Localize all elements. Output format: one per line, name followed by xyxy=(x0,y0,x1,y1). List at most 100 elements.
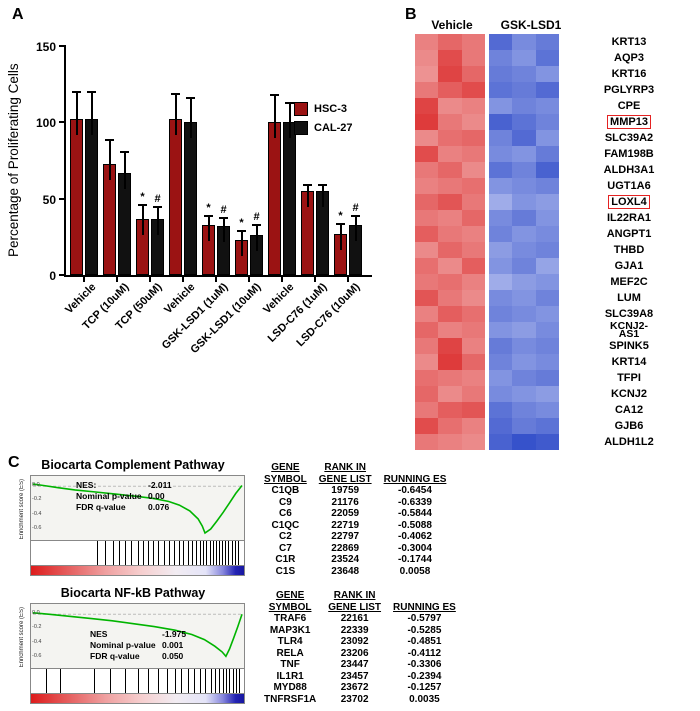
heatmap-cell xyxy=(535,306,559,322)
heatmap-cell xyxy=(415,130,439,146)
heatmap-cell xyxy=(489,162,513,178)
heatmap-cell xyxy=(489,274,513,290)
heatmap-row xyxy=(415,370,559,386)
heatmap-cell xyxy=(489,338,513,354)
gsea-title-complement: Biocarta Complement Pathway xyxy=(41,458,225,472)
error-bar xyxy=(340,224,342,250)
error-bar xyxy=(289,104,291,139)
gsk-cells xyxy=(489,274,559,290)
error-bar-cap xyxy=(87,91,96,94)
gene-label: SLC39A2 xyxy=(565,130,693,146)
hit-tick xyxy=(137,541,139,565)
hit-tick xyxy=(205,669,207,693)
table-cell: 22339 xyxy=(340,624,369,636)
significance-marker: # xyxy=(352,202,359,214)
gene-name: SLC39A8 xyxy=(604,308,654,320)
column-gap xyxy=(485,322,489,338)
expression-heatmap xyxy=(415,34,559,450)
hit-tick xyxy=(191,541,193,565)
table-cell: MYD88 xyxy=(273,682,307,693)
heatmap-row xyxy=(415,338,559,354)
heatmap-cell xyxy=(415,354,439,370)
gene-name: ALDH3A1 xyxy=(603,164,655,176)
heatmap-cell xyxy=(535,50,559,66)
heatmap-cell xyxy=(461,162,485,178)
heatmap-cell xyxy=(438,50,462,66)
table-row: MYD88 23672 -0.1257 xyxy=(258,682,462,694)
vehicle-cells xyxy=(415,82,485,98)
stat-value: -2.011 xyxy=(148,480,172,490)
stat-row: FDR q-value 0.050 xyxy=(90,651,186,662)
heatmap-cell xyxy=(489,226,513,242)
gene-label: MEF2C xyxy=(565,274,693,290)
header-line: GENE xyxy=(275,590,305,601)
column-gap xyxy=(485,162,489,178)
heatmap-cell xyxy=(461,98,485,114)
heatmap-cell xyxy=(438,242,462,258)
heatmap-cell xyxy=(461,434,485,450)
header-line: RANK IN xyxy=(324,462,367,473)
column-gap xyxy=(485,210,489,226)
column-gap xyxy=(485,418,489,434)
heatmap-row xyxy=(415,114,559,130)
heatmap-cell xyxy=(415,178,439,194)
table-row: C1QB 19759 -0.6454 xyxy=(258,485,452,497)
hit-tick xyxy=(142,541,144,565)
gsk-cells xyxy=(489,386,559,402)
header-line: SYMBOL xyxy=(264,473,307,485)
table-cell: 23447 xyxy=(340,659,369,670)
column-gap xyxy=(485,130,489,146)
heatmap-cell xyxy=(489,194,513,210)
heatmap-cell xyxy=(415,242,439,258)
heatmap-cell xyxy=(415,386,439,402)
gsk-cells xyxy=(489,338,559,354)
x-axis-tick xyxy=(83,277,85,282)
heatmap-cell xyxy=(535,210,559,226)
column-gap xyxy=(485,178,489,194)
panel-c-gsea: C Biocarta Complement Pathway Enrichment… xyxy=(0,452,700,711)
gene-name: THBD xyxy=(613,244,645,256)
heatmap-cell xyxy=(489,386,513,402)
heatmap-row xyxy=(415,242,559,258)
column-gap xyxy=(485,34,489,50)
hit-tick xyxy=(209,541,211,565)
table-cell: -0.5285 xyxy=(407,624,442,636)
significance-marker: # xyxy=(154,192,161,205)
gsk-cells xyxy=(489,66,559,82)
gene-label: ALDH3A1 xyxy=(565,162,693,178)
gene-label: THBD xyxy=(565,242,693,258)
significance-marker: * xyxy=(239,217,244,230)
column-header: GENE SYMBOL xyxy=(258,462,313,485)
heatmap-cell xyxy=(461,82,485,98)
heatmap-cell xyxy=(512,274,536,290)
error-bar-cap xyxy=(120,150,129,153)
column-gap xyxy=(485,434,489,450)
vehicle-cells xyxy=(415,130,485,146)
gene-name: ANGPT1 xyxy=(606,228,652,240)
table-header: GENE SYMBOL RANK IN GENE LIST RUNNING ES xyxy=(258,590,462,613)
legend-label: CAL-27 xyxy=(314,122,353,134)
table-row: IL1R1 23457 -0.2394 xyxy=(258,671,462,683)
gene-name: KRT16 xyxy=(611,68,647,80)
hit-tick xyxy=(110,669,112,693)
table-row: TRAF6 22161 -0.5797 xyxy=(258,613,462,625)
heatmap-cell xyxy=(461,50,485,66)
heatmap-cell xyxy=(535,338,559,354)
vehicle-cells xyxy=(415,146,485,162)
hit-tick xyxy=(203,541,205,565)
hit-tick xyxy=(153,541,155,565)
bar-hsc3 xyxy=(103,163,116,275)
hit-tick xyxy=(166,669,168,693)
table-cell: 23702 xyxy=(340,693,369,705)
column-gap xyxy=(485,66,489,82)
gene-name: MMP13 xyxy=(607,115,651,129)
leading-edge-table-nfkb: GENE SYMBOL RANK IN GENE LIST RUNNING ES TRAF… xyxy=(258,590,462,705)
x-axis-tick xyxy=(182,277,184,282)
error-bar xyxy=(256,226,258,252)
heatmap-cell xyxy=(489,290,513,306)
error-bar-cap xyxy=(336,222,345,225)
vehicle-cells xyxy=(415,354,485,370)
heatmap-cell xyxy=(535,130,559,146)
heatmap-cell xyxy=(535,66,559,82)
table-row: C7 22869 -0.3004 xyxy=(258,543,452,555)
